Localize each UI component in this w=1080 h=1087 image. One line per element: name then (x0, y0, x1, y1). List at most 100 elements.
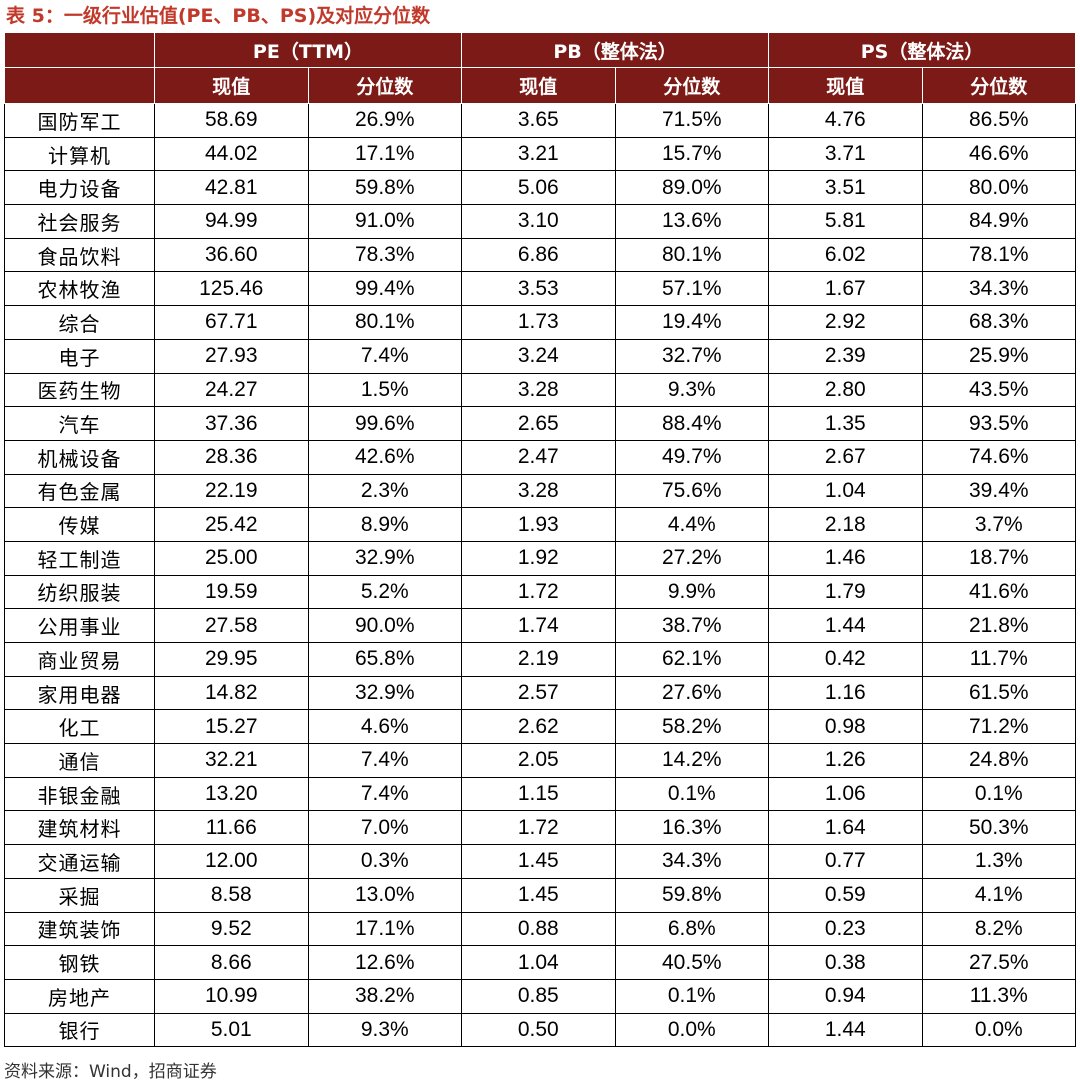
table-title: 表 5：一级行业估值(PE、PB、PS)及对应分位数 (6, 5, 431, 27)
pe-percentile: 65.8% (307, 642, 463, 677)
pb-current: 1.15 (461, 776, 616, 812)
pe-current: 12.00 (154, 844, 309, 879)
pb-percentile: 4.4% (614, 507, 770, 542)
ps-percentile: 78.1% (921, 237, 1077, 273)
pb-percentile: 59.8% (614, 877, 770, 913)
table-row: 汽车 37.36 99.6% 2.65 88.4% 1.35 93.5% (4, 406, 1077, 441)
ps-percentile: 1.3% (921, 844, 1077, 879)
pe-percentile: 42.6% (307, 439, 463, 475)
table-row: 计算机 44.02 17.1% 3.21 15.7% 3.71 46.6% (4, 136, 1077, 172)
pe-current: 11.66 (154, 810, 309, 846)
table-row: 化工 15.27 4.6% 2.62 58.2% 0.98 71.2% (4, 709, 1077, 745)
industry-name: 有色金属 (4, 473, 155, 509)
pe-current: 9.52 (154, 911, 309, 947)
pe-percentile: 32.9% (307, 675, 463, 711)
ps-current: 0.98 (768, 709, 923, 745)
table-row: 商业贸易 29.95 65.8% 2.19 62.1% 0.42 11.7% (4, 642, 1077, 677)
pe-percentile: 0.3% (307, 844, 463, 879)
ps-current: 1.06 (768, 776, 923, 812)
pb-current: 1.45 (461, 844, 616, 879)
industry-name: 纺织服装 (4, 574, 155, 610)
table-row: 机械设备 28.36 42.6% 2.47 49.7% 2.67 74.6% (4, 439, 1077, 475)
header-corner (4, 32, 155, 68)
industry-name: 商业贸易 (4, 642, 155, 677)
pe-current: 42.81 (154, 170, 309, 206)
pb-percentile: 27.6% (614, 675, 770, 711)
pe-current: 125.46 (154, 271, 309, 307)
pe-percentile: 78.3% (307, 237, 463, 273)
pb-percentile: 34.3% (614, 844, 770, 879)
industry-name: 公用事业 (4, 608, 155, 643)
pb-percentile: 14.2% (614, 743, 770, 778)
ps-current: 1.44 (768, 1012, 923, 1048)
ps-current: 2.80 (768, 372, 923, 408)
industry-name: 电力设备 (4, 170, 155, 206)
ps-percentile: 34.3% (921, 271, 1077, 307)
industry-name: 医药生物 (4, 372, 155, 408)
pe-current: 10.99 (154, 978, 309, 1014)
pe-current: 36.60 (154, 237, 309, 273)
ps-current: 1.64 (768, 810, 923, 846)
table-row: 建筑材料 11.66 7.0% 1.72 16.3% 1.64 50.3% (4, 810, 1077, 846)
pe-percentile: 12.6% (307, 945, 463, 980)
pb-current: 1.74 (461, 608, 616, 643)
industry-name: 银行 (4, 1012, 155, 1048)
industry-name: 采掘 (4, 877, 155, 913)
table-header: PE（TTM） PB（整体法） PS（整体法） 现值 分位数 现值 分位数 现值… (4, 32, 1077, 104)
header-pe-percentile: 分位数 (307, 67, 463, 104)
table-row: 传媒 25.42 8.9% 1.93 4.4% 2.18 3.7% (4, 507, 1077, 542)
pb-percentile: 89.0% (614, 170, 770, 206)
pb-current: 3.28 (461, 473, 616, 509)
ps-current: 1.67 (768, 271, 923, 307)
header-ps-current: 现值 (768, 67, 923, 104)
industry-name: 传媒 (4, 507, 155, 542)
pe-current: 13.20 (154, 776, 309, 812)
pe-percentile: 17.1% (307, 911, 463, 947)
table-row: 电力设备 42.81 59.8% 5.06 89.0% 3.51 80.0% (4, 170, 1077, 206)
pe-percentile: 99.4% (307, 271, 463, 307)
industry-name: 家用电器 (4, 675, 155, 711)
table-row: 有色金属 22.19 2.3% 3.28 75.6% 1.04 39.4% (4, 473, 1077, 509)
table-row: 食品饮料 36.60 78.3% 6.86 80.1% 6.02 78.1% (4, 237, 1077, 273)
header-pe-current: 现值 (154, 67, 309, 104)
pb-percentile: 27.2% (614, 540, 770, 576)
industry-name: 轻工制造 (4, 540, 155, 576)
pe-current: 15.27 (154, 709, 309, 745)
ps-percentile: 18.7% (921, 540, 1077, 576)
pb-percentile: 13.6% (614, 204, 770, 239)
table-row: 公用事业 27.58 90.0% 1.74 38.7% 1.44 21.8% (4, 608, 1077, 643)
pe-percentile: 59.8% (307, 170, 463, 206)
ps-current: 0.42 (768, 642, 923, 677)
pe-percentile: 4.6% (307, 709, 463, 745)
pb-percentile: 15.7% (614, 136, 770, 172)
ps-percentile: 46.6% (921, 136, 1077, 172)
industry-name: 社会服务 (4, 204, 155, 239)
ps-percentile: 93.5% (921, 406, 1077, 441)
table-row: 交通运输 12.00 0.3% 1.45 34.3% 0.77 1.3% (4, 844, 1077, 879)
pb-current: 2.19 (461, 642, 616, 677)
pe-percentile: 80.1% (307, 305, 463, 340)
pb-percentile: 0.0% (614, 1012, 770, 1048)
ps-current: 5.81 (768, 204, 923, 239)
pb-current: 3.21 (461, 136, 616, 172)
ps-current: 2.39 (768, 338, 923, 374)
header-corner-sub (4, 67, 155, 104)
industry-name: 建筑材料 (4, 810, 155, 846)
industry-name: 国防军工 (4, 103, 155, 138)
ps-percentile: 61.5% (921, 675, 1077, 711)
header-pb-current: 现值 (461, 67, 616, 104)
pb-current: 0.50 (461, 1012, 616, 1048)
header-ps-percentile: 分位数 (921, 67, 1077, 104)
ps-percentile: 43.5% (921, 372, 1077, 408)
pe-percentile: 7.4% (307, 338, 463, 374)
industry-name: 交通运输 (4, 844, 155, 879)
table-row: 家用电器 14.82 32.9% 2.57 27.6% 1.16 61.5% (4, 675, 1077, 711)
pb-percentile: 19.4% (614, 305, 770, 340)
pe-percentile: 7.0% (307, 810, 463, 846)
industry-name: 非银金融 (4, 776, 155, 812)
ps-percentile: 3.7% (921, 507, 1077, 542)
ps-current: 1.26 (768, 743, 923, 778)
pe-current: 29.95 (154, 642, 309, 677)
pe-current: 37.36 (154, 406, 309, 441)
ps-current: 2.92 (768, 305, 923, 340)
